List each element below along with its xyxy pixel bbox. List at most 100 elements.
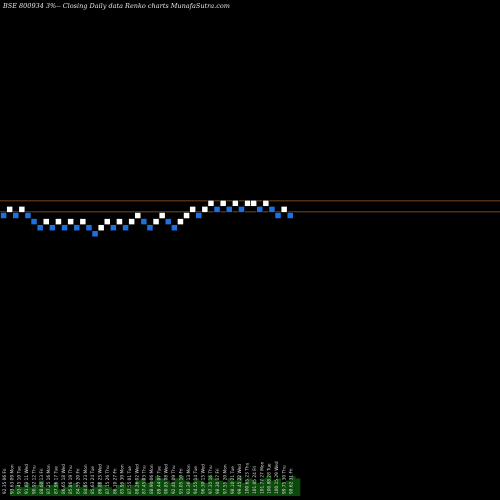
volume-bar xyxy=(77,487,83,496)
volume-bar xyxy=(140,478,146,496)
volume-bar xyxy=(188,482,194,496)
volume-bar xyxy=(203,482,209,496)
date-label: 94.55 14 Tue xyxy=(193,466,199,494)
date-label: 87.15 26 Thu xyxy=(105,465,111,494)
date-label: 87.25 16 Mon xyxy=(46,464,52,494)
renko-brick-down xyxy=(24,212,32,219)
renko-brick-down xyxy=(213,206,221,213)
renko-brick-down xyxy=(238,206,245,213)
volume-bar xyxy=(261,478,267,496)
volume-bar xyxy=(159,478,165,496)
date-label: 97.35 16 Thu xyxy=(208,465,214,494)
volume-bar xyxy=(184,480,190,496)
renko-brick-down xyxy=(91,230,99,238)
renko-brick-up xyxy=(42,218,50,225)
date-label: 100.65 23 Thu xyxy=(245,462,251,494)
renko-brick-up xyxy=(232,199,239,207)
volume-bar xyxy=(179,476,185,496)
renko-brick-up xyxy=(67,218,74,225)
renko-brick-up xyxy=(189,206,197,213)
date-label: 98.62 31 Fri xyxy=(289,468,295,494)
renko-brick-up xyxy=(201,206,209,213)
date-label: 93.05 10 Fri xyxy=(178,468,184,494)
volume-bar xyxy=(285,480,291,496)
renko-brick-down xyxy=(12,212,20,219)
volume-bar xyxy=(29,487,35,496)
volume-bar xyxy=(295,478,301,496)
renko-brick-up xyxy=(262,199,270,207)
renko-brick-up xyxy=(158,212,166,219)
date-label: 88.90 06 Mon xyxy=(149,464,155,494)
volume-bar xyxy=(227,478,233,496)
volume-bar xyxy=(174,478,180,496)
date-label: 85.86 19 Thu xyxy=(68,465,74,494)
volume-bar xyxy=(19,487,25,496)
volume-bar xyxy=(72,482,78,496)
date-label: 92.35 06 Fri xyxy=(2,468,8,494)
date-label: 91.63 11 Wed xyxy=(24,464,30,494)
renko-brick-down xyxy=(171,224,178,232)
volume-bar xyxy=(193,478,199,496)
date-label: 96.30 15 Wed xyxy=(200,464,206,494)
volume-bar xyxy=(251,480,257,496)
date-label: 85.95 30 Mon xyxy=(120,464,126,494)
date-label: 93.36 13 Mon xyxy=(186,464,192,494)
renko-brick-down xyxy=(30,218,38,225)
renko-bricks xyxy=(0,199,294,238)
date-label: 93.45 10 Tue xyxy=(17,466,23,494)
renko-brick-down xyxy=(268,206,276,213)
renko-brick-up xyxy=(207,199,215,207)
volume-bar xyxy=(68,485,74,496)
volume-bar xyxy=(242,482,248,496)
volume-bar xyxy=(135,480,141,496)
volume-bar xyxy=(43,487,49,496)
volume-bar xyxy=(217,480,223,496)
renko-brick-up xyxy=(177,218,184,225)
renko-brick-down xyxy=(256,206,264,213)
volume-bar xyxy=(246,478,252,496)
date-label: 97.55 20 Mon xyxy=(223,464,229,494)
volume-bar xyxy=(111,489,117,496)
date-label: 98.10 21 Tue xyxy=(230,466,236,494)
renko-brick-down xyxy=(48,224,56,232)
volume-bar xyxy=(130,485,136,496)
date-label: 101.77 27 Mon xyxy=(259,461,265,494)
volume-bar xyxy=(116,485,122,496)
date-label: 100.88 28 Tue xyxy=(267,463,273,494)
renko-brick-up xyxy=(79,218,87,225)
renko-brick-up xyxy=(152,218,160,225)
renko-brick-up xyxy=(183,212,190,219)
volume-bar xyxy=(106,487,112,496)
volume-bar xyxy=(213,478,219,496)
renko-brick-up xyxy=(18,206,26,213)
date-label: 86.10 27 Fri xyxy=(112,468,118,494)
date-label: 92.40 09 Thu xyxy=(171,465,177,494)
date-label: 100.15 29 Wed xyxy=(274,461,280,494)
volume-bar xyxy=(34,485,40,496)
date-label: 101.05 24 Fri xyxy=(252,466,258,494)
renko-brick-up xyxy=(250,199,258,207)
volume-bar xyxy=(82,485,88,496)
renko-brick-down xyxy=(225,206,233,213)
volume-bar xyxy=(280,482,286,496)
renko-brick-up xyxy=(134,212,142,219)
volume-bar xyxy=(266,476,272,496)
volume-bar xyxy=(145,482,151,496)
volume-bar xyxy=(164,480,170,496)
renko-brick-up xyxy=(280,206,288,213)
date-label: 98.30 17 Fri xyxy=(215,468,221,494)
renko-brick-down xyxy=(110,224,117,232)
volume-bar xyxy=(290,476,296,496)
renko-brick-up xyxy=(97,224,105,232)
renko-brick-up xyxy=(244,199,251,207)
renko-brick-up xyxy=(219,199,227,207)
volume-bar xyxy=(198,480,204,496)
volume-bar xyxy=(271,480,277,496)
volume-bar xyxy=(10,489,16,496)
volume-bar xyxy=(121,482,127,496)
date-label: 90.85 08 Wed xyxy=(164,464,170,494)
volume-bar xyxy=(39,480,45,496)
volume-bar xyxy=(14,485,20,496)
date-label: 87.45 03 Thu xyxy=(142,465,148,494)
